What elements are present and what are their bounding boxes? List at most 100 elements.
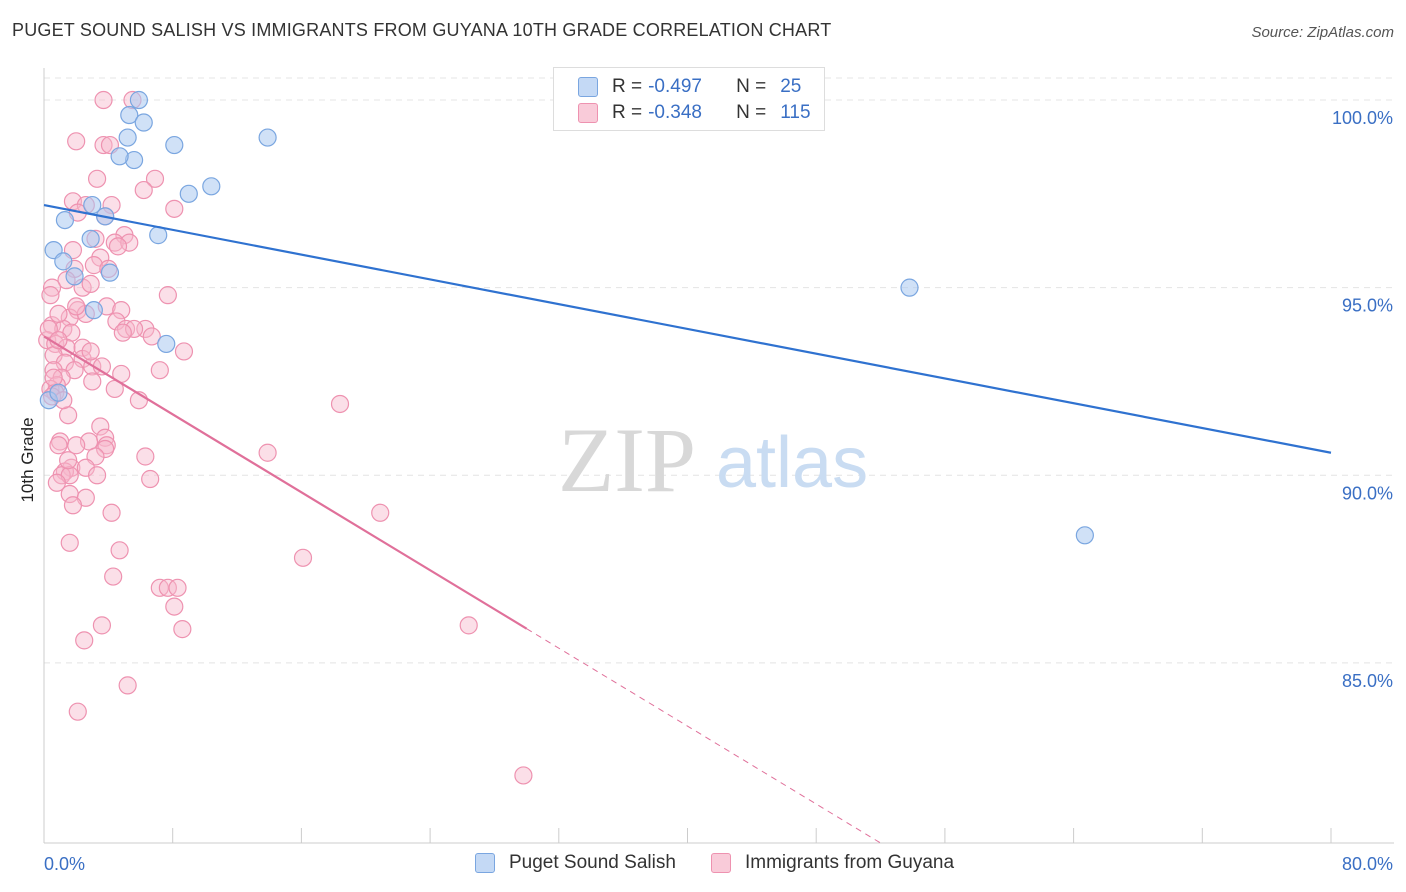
legend-n-label: N =: [736, 102, 767, 123]
legend-row-salish: R = -0.497 N = 25: [578, 75, 801, 99]
guyana-point: [81, 274, 100, 293]
guyana-point: [67, 132, 86, 151]
guyana-trend-extension: [526, 628, 881, 844]
series-legend-salish: Puget Sound Salish: [475, 852, 676, 874]
guyana-point: [107, 312, 126, 331]
trend-lines: [43, 204, 1332, 844]
salish-point: [100, 263, 120, 282]
series-salish-points: [39, 90, 1094, 545]
guyana-point: [110, 541, 129, 560]
guyana-point: [42, 278, 62, 297]
guyana-point: [124, 319, 144, 339]
guyana-point: [112, 301, 131, 320]
guyana-point: [158, 286, 177, 305]
guyana-point: [113, 323, 132, 342]
salish-point: [84, 301, 103, 320]
guyana-point: [158, 578, 177, 597]
series-legend-guyana: Immigrants from Guyana: [711, 852, 954, 874]
series-legend-swatch-pink: [711, 853, 731, 873]
grid-lines: [44, 77, 1394, 664]
salish-trend-line: [43, 204, 1332, 454]
correlation-legend: R = -0.497 N = 25 R = -0.348 N = 115: [553, 67, 825, 131]
legend-r-value: -0.348: [648, 102, 702, 123]
series-legend-label: Puget Sound Salish: [509, 852, 676, 873]
legend-r-label: R =: [612, 76, 643, 97]
guyana-point: [371, 503, 390, 522]
legend-n-label: N =: [736, 76, 767, 97]
guyana-point: [63, 496, 83, 515]
guyana-point: [145, 169, 165, 188]
salish-point: [1075, 526, 1094, 545]
guyana-point: [92, 616, 112, 635]
guyana-trend-line: [43, 335, 528, 630]
guyana-point: [68, 702, 87, 721]
guyana-point: [91, 417, 110, 436]
legend-r-value: -0.497: [648, 76, 702, 97]
legend-swatch-blue: [578, 77, 598, 97]
watermark: ZIP atlas: [558, 409, 868, 511]
salish-point: [258, 128, 277, 147]
legend-n-value: 115: [780, 102, 811, 123]
salish-point: [129, 90, 149, 110]
watermark-zip: ZIP: [558, 409, 696, 511]
tick-labels: 100.0% 95.0% 90.0% 85.0% 0.0% 80.0%: [44, 108, 1393, 874]
y-tick-label: 95.0%: [1342, 296, 1393, 316]
guyana-point: [330, 394, 350, 414]
guyana-point: [59, 451, 78, 470]
salish-point: [134, 113, 153, 132]
guyana-point: [41, 286, 60, 305]
salish-point: [179, 184, 198, 203]
salish-point: [81, 229, 100, 248]
guyana-point: [44, 368, 63, 387]
guyana-point: [459, 616, 478, 635]
guyana-point: [165, 597, 184, 616]
guyana-point: [258, 443, 277, 462]
guyana-point: [49, 304, 68, 324]
guyana-point: [87, 169, 107, 188]
guyana-point: [94, 135, 113, 155]
guyana-point: [60, 533, 79, 552]
guyana-point: [94, 90, 113, 110]
guyana-point: [59, 406, 78, 425]
series-legend-swatch-blue: [475, 853, 495, 873]
x-tick-label: 80.0%: [1342, 854, 1393, 874]
salish-point: [157, 334, 176, 354]
guyana-point: [168, 578, 187, 597]
salish-point: [120, 105, 139, 125]
guyana-point: [150, 361, 169, 380]
series-legend: Puget Sound Salish Immigrants from Guyan…: [0, 852, 1406, 878]
legend-swatch-pink: [578, 103, 598, 123]
salish-point: [54, 252, 73, 271]
salish-point: [65, 267, 84, 286]
series-guyana-points: [38, 90, 533, 785]
guyana-point: [120, 233, 139, 252]
guyana-point: [87, 466, 107, 485]
guyana-point: [118, 676, 137, 695]
guyana-point: [47, 473, 66, 492]
guyana-point: [165, 199, 184, 218]
watermark-atlas: atlas: [716, 423, 868, 503]
guyana-point: [293, 548, 313, 567]
source-credit: Source: ZipAtlas.com: [1251, 24, 1394, 41]
y-tick-label: 85.0%: [1342, 671, 1393, 691]
y-tick-label: 90.0%: [1342, 483, 1393, 503]
guyana-point: [136, 447, 155, 466]
guyana-point: [102, 503, 121, 522]
guyana-point: [84, 256, 103, 275]
guyana-point: [83, 372, 102, 391]
x-tick-label: 0.0%: [44, 854, 85, 874]
guyana-point: [67, 297, 86, 316]
guyana-point: [104, 567, 123, 586]
salish-point: [202, 177, 221, 196]
salish-point: [110, 147, 129, 166]
salish-point: [49, 383, 68, 402]
salish-point: [165, 135, 184, 155]
axes: [43, 68, 1394, 844]
salish-point: [118, 128, 137, 147]
guyana-point: [49, 436, 68, 455]
guyana-point: [67, 436, 86, 455]
legend-r-label: R =: [612, 102, 643, 123]
guyana-point: [134, 180, 153, 200]
guyana-point: [108, 237, 128, 256]
series-legend-label: Immigrants from Guyana: [745, 852, 955, 873]
